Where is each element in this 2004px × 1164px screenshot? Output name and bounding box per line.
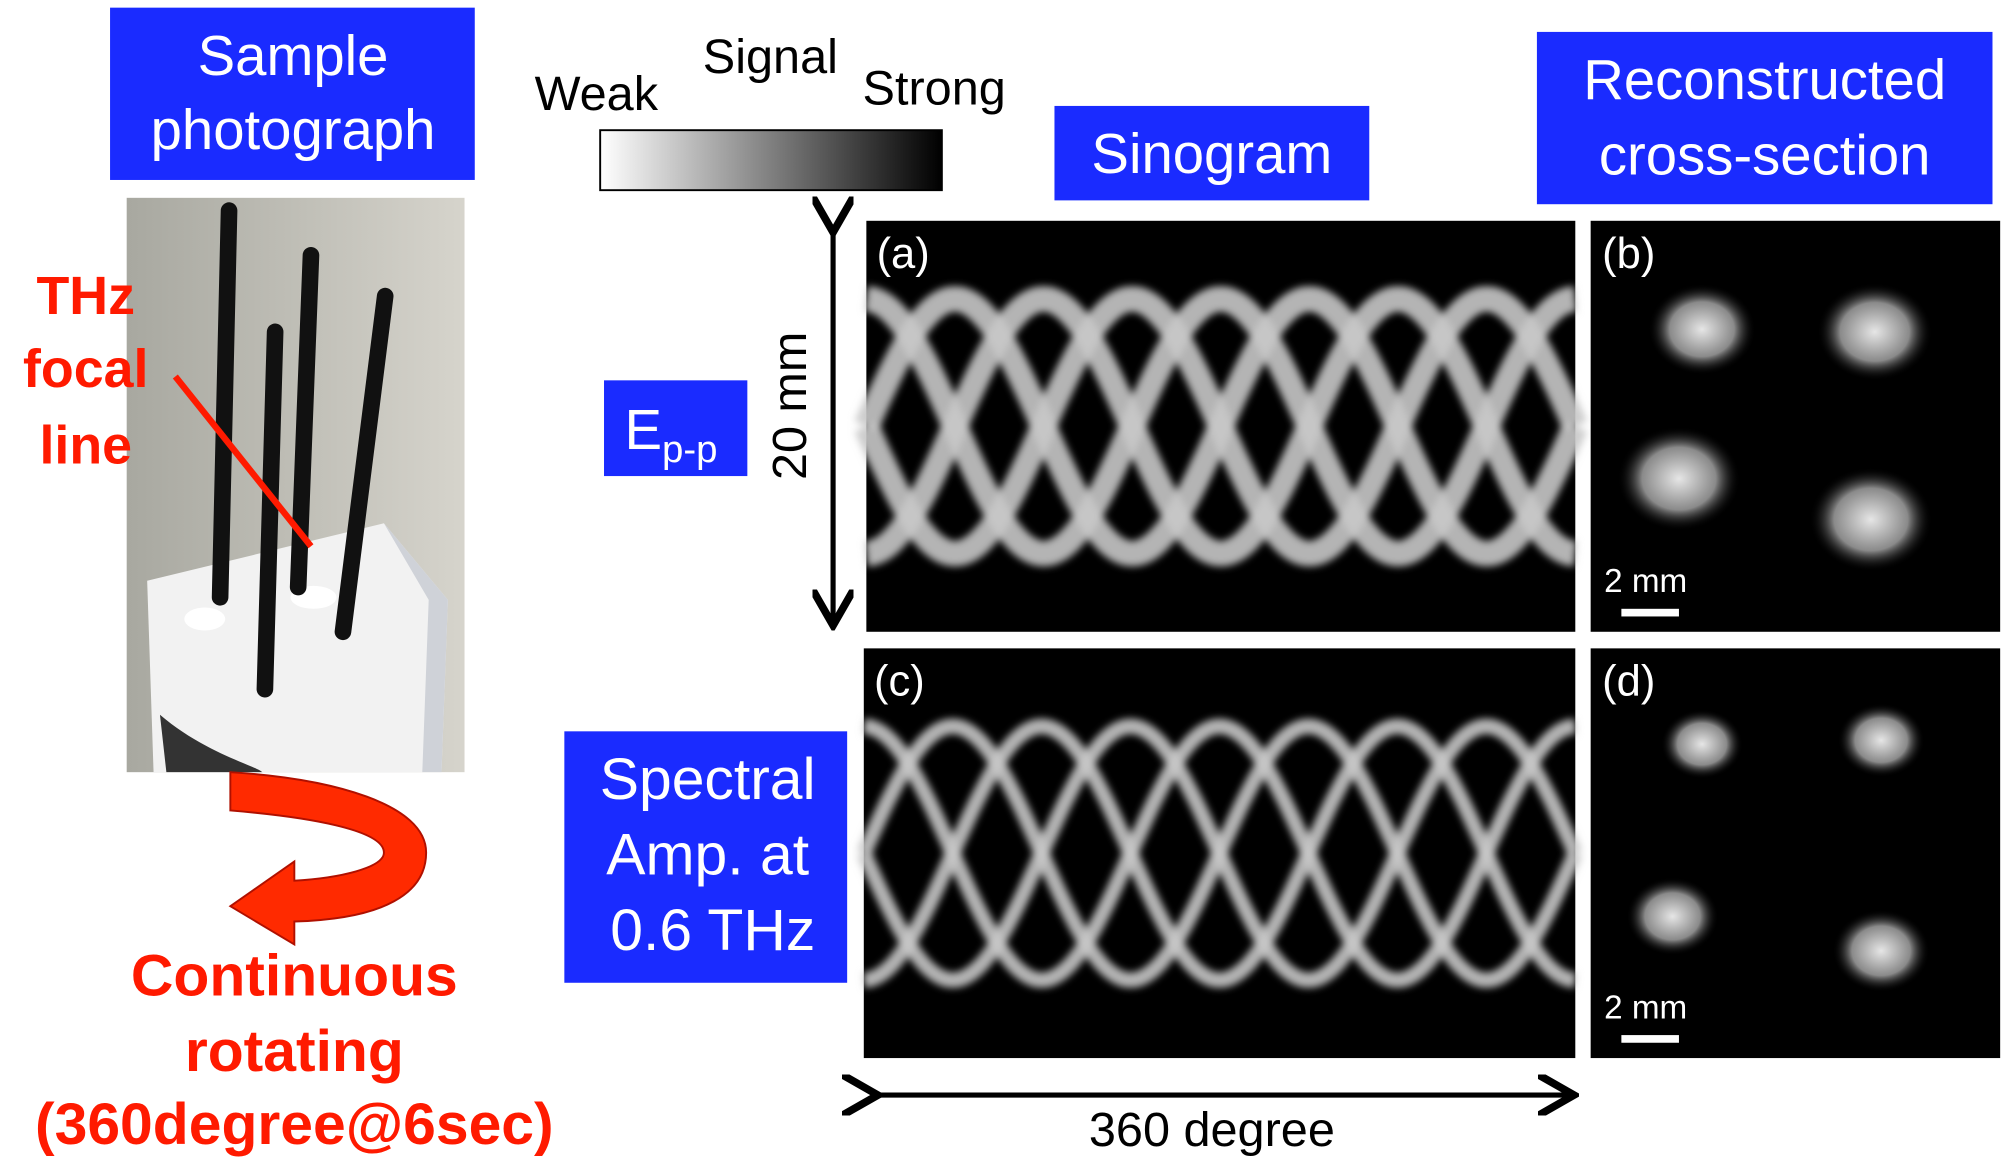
annotation: THz <box>36 266 134 326</box>
target-spot <box>1809 467 1932 571</box>
scale-bar <box>1621 609 1679 617</box>
row-label: 0.6 THz <box>610 898 815 963</box>
annotation: rotating <box>185 1019 404 1084</box>
target-spot <box>1838 703 1925 777</box>
colorbar-min: Weak <box>535 67 659 121</box>
reconstruction: (b) 2 mm <box>1591 221 2001 632</box>
target-spot <box>1817 283 1932 381</box>
annotation: line <box>39 415 132 475</box>
target-spot <box>1618 427 1741 531</box>
panel-label: (d) <box>1602 658 1655 706</box>
target-spot <box>1626 877 1718 955</box>
axis-label: 20 mm <box>763 332 817 480</box>
target-spot <box>1833 910 1930 992</box>
rotation-arrow <box>230 772 426 944</box>
annotation: (360degree@6sec) <box>35 1092 554 1157</box>
panel-label: (b) <box>1602 230 1655 278</box>
page: {"photo_label":["Sample","photograph"], … <box>0 0 2004 1164</box>
panel-label: (a) <box>877 230 930 278</box>
annotation: focal <box>23 339 148 399</box>
row-label: Amp. at <box>606 823 809 888</box>
colorbar-title: Signal <box>703 30 838 84</box>
scale-bar-label: 2 mm <box>1604 989 1687 1026</box>
panels: (a) (b) 2 mm (c) (d) 2 mm <box>864 221 2000 1058</box>
figure: Sample photograph Weak Signal Strong Sin… <box>0 0 2004 1164</box>
header-text: Sample <box>198 24 389 87</box>
annotation: Continuous <box>131 944 458 1009</box>
sinogram: (c) <box>864 648 1576 1058</box>
target-spot <box>1661 709 1743 778</box>
header-text: cross-section <box>1599 123 1931 186</box>
colorbar-max: Strong <box>863 62 1006 116</box>
header-text: photograph <box>151 98 436 161</box>
scale-bar <box>1621 1035 1679 1043</box>
row-label-sub: p-p <box>662 428 717 471</box>
row-label-main: E <box>624 398 662 461</box>
header-text: Sinogram <box>1091 122 1332 185</box>
row-label: Spectral <box>600 747 816 812</box>
scale-bar-label: 2 mm <box>1604 563 1687 600</box>
target-spot <box>1648 284 1755 375</box>
sinogram: (a) <box>866 221 1575 632</box>
axis-label: 360 degree <box>1089 1103 1335 1157</box>
reconstruction: (d) 2 mm <box>1591 648 2001 1058</box>
panel-label: (c) <box>874 658 925 706</box>
colorbar <box>600 130 942 190</box>
header-text: Reconstructed <box>1583 48 1946 111</box>
sample-photo <box>127 198 465 772</box>
